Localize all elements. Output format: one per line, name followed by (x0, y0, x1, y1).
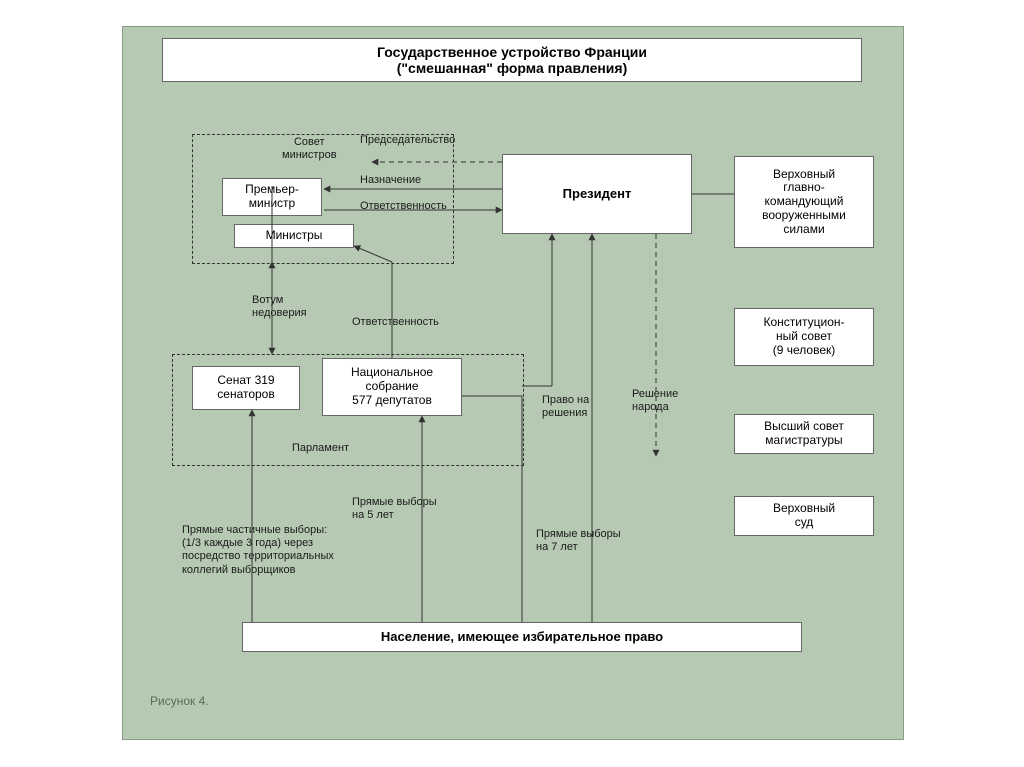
responsibility-label-2: Ответственность (352, 316, 439, 329)
right-to-decisions-label: Право на решения (542, 394, 589, 420)
commander-in-chief-node: Верховный главно- командующий вооруженны… (734, 156, 874, 248)
responsibility-label-1: Ответственность (360, 200, 447, 213)
figure-caption: Рисунок 4. (150, 694, 209, 708)
magistracy-council-node: Высший совет магистратуры (734, 414, 874, 454)
supreme-court-node: Верховный суд (734, 496, 874, 536)
senate-node: Сенат 319 сенаторов (192, 366, 300, 410)
title-box: Государственное устройство Франции ("сме… (162, 38, 862, 82)
title-line2: ("смешанная" форма правления) (377, 60, 647, 76)
people-decision-label: Решение народа (632, 388, 678, 414)
chairmanship-label: Председательство (360, 134, 455, 147)
direct-elections-7y-label: Прямые выборы на 7 лет (536, 528, 621, 554)
appointment-label: Назначение (360, 174, 421, 187)
direct-elections-5y-label: Прямые выборы на 5 лет (352, 496, 437, 522)
no-confidence-label: Вотум недоверия (252, 294, 307, 320)
diagram-stage: Государственное устройство Франции ("сме… (122, 26, 902, 738)
ministers-node: Министры (234, 224, 354, 248)
parliament-label: Парламент (292, 442, 349, 455)
title-line1: Государственное устройство Франции (377, 44, 647, 60)
prime-minister-node: Премьер- министр (222, 178, 322, 216)
president-node: Президент (502, 154, 692, 234)
indirect-elections-label: Прямые частичные выборы: (1/3 каждые 3 г… (182, 524, 334, 577)
constitutional-council-node: Конституцион- ный совет (9 человек) (734, 308, 874, 366)
national-assembly-node: Национальное собрание 577 депутатов (322, 358, 462, 416)
council-of-ministers-label: Совет министров (282, 136, 337, 162)
population-node: Население, имеющее избирательное право (242, 622, 802, 652)
